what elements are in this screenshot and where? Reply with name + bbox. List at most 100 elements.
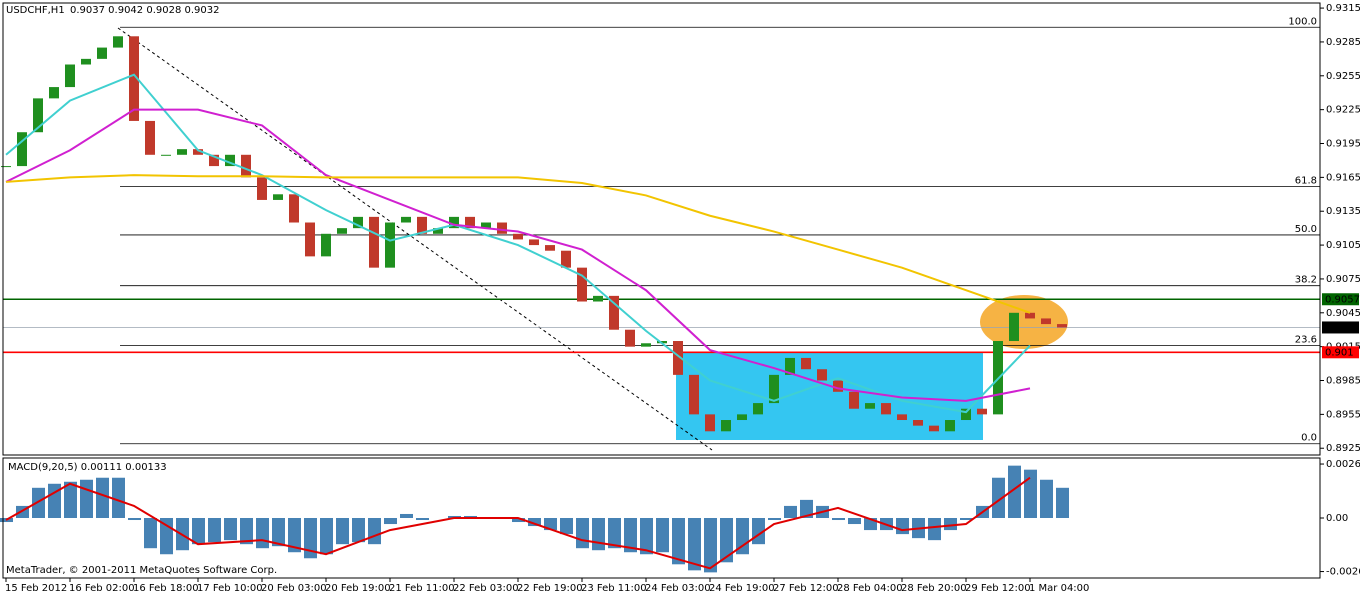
histogram-bar <box>128 518 141 521</box>
y-tick-label: 0.9195 <box>1326 139 1360 150</box>
y-tick-label: 0.9315 <box>1326 3 1360 14</box>
histogram-bar <box>944 518 957 531</box>
footer: MetaTrader, © 2001-2011 MetaQuotes Softw… <box>6 565 277 576</box>
price-tag <box>1322 321 1359 334</box>
histogram-bar <box>688 518 701 571</box>
candle <box>145 120 155 155</box>
candle <box>177 149 187 155</box>
candle <box>465 216 475 229</box>
histogram-bar <box>1024 469 1037 518</box>
candle <box>385 222 395 268</box>
histogram-bar <box>384 518 397 525</box>
histogram-bar <box>672 518 685 565</box>
candle <box>129 36 139 121</box>
x-tick-label: 24 Feb 03:00 <box>645 583 711 594</box>
candle <box>625 329 635 347</box>
candle <box>369 216 379 268</box>
candle <box>49 87 59 99</box>
histogram-bar <box>960 518 973 521</box>
x-tick-label: 17 Feb 10:00 <box>197 583 263 594</box>
candle <box>769 374 779 404</box>
histogram-bar <box>336 518 349 545</box>
histogram-bar <box>704 518 717 573</box>
x-tick-label: 29 Feb 12:00 <box>965 583 1031 594</box>
y-tick-label: 0.9135 <box>1326 206 1360 217</box>
candle <box>161 154 171 156</box>
candle <box>1009 312 1019 342</box>
candle <box>417 216 427 234</box>
candle <box>289 194 299 223</box>
candle <box>497 222 507 234</box>
histogram-bar <box>560 518 573 535</box>
histogram-bar <box>80 479 93 518</box>
histogram-bar <box>144 518 157 549</box>
candle <box>753 403 763 415</box>
x-tick-label: 20 Feb 03:00 <box>261 583 327 594</box>
histogram-bar <box>288 518 301 553</box>
signal-line <box>5 476 1031 570</box>
x-tick-label: 1 Mar 04:00 <box>1029 583 1089 594</box>
histogram-bar <box>528 518 541 527</box>
histogram-bar <box>448 515 461 518</box>
x-tick-label: 16 Feb 02:00 <box>69 583 135 594</box>
candle <box>81 58 91 65</box>
candle <box>705 414 715 432</box>
histogram-bar <box>784 505 797 518</box>
candle <box>321 233 331 257</box>
trend-line <box>117 27 713 451</box>
histogram-bar <box>608 518 621 549</box>
candle <box>401 216 411 223</box>
histogram-bar <box>928 518 941 541</box>
y-tick-label: 0.9045 <box>1326 308 1360 319</box>
fib-label: 38.2 <box>1295 275 1317 286</box>
candle <box>97 47 107 59</box>
y-tick-label: 0.9165 <box>1326 172 1360 183</box>
histogram-bar <box>224 518 237 541</box>
candle <box>513 233 523 240</box>
y-tick-label: 0.8985 <box>1326 376 1360 387</box>
price-tag <box>1322 293 1359 306</box>
histogram-bar <box>304 518 317 559</box>
histogram-bar <box>96 477 109 518</box>
y-tick-label: 0.8925 <box>1326 443 1360 454</box>
histogram-bar <box>240 518 253 545</box>
histogram-bar <box>272 518 285 547</box>
histogram-bar <box>1040 479 1053 518</box>
candle <box>449 216 459 229</box>
x-tick-label: 21 Feb 11:00 <box>389 583 455 594</box>
candle <box>689 374 699 415</box>
price-panel <box>2 2 1321 456</box>
fib-label: 50.0 <box>1295 224 1317 235</box>
ohlc-text: 0.9037 0.9042 0.9028 0.9032 <box>70 5 220 16</box>
y-tick-label: 0.00268 <box>1326 459 1360 470</box>
histogram-bar <box>640 518 653 555</box>
histogram-bar <box>1056 487 1069 518</box>
candle <box>65 64 75 88</box>
histogram-bar <box>112 477 125 518</box>
candle <box>593 295 603 302</box>
plot-layer: 0.9315 0.9285 0.9255 0.9225 0.9195 0.9165 0.91… <box>0 3 1360 594</box>
fib-label: 23.6 <box>1295 335 1317 346</box>
candle <box>433 228 443 234</box>
candle <box>673 341 683 375</box>
candle <box>881 403 891 415</box>
price-tag-label: 0.9032 <box>1325 322 1360 333</box>
candle <box>273 194 283 200</box>
y-tick-label: 0.9105 <box>1326 240 1360 251</box>
y-tick-label: 0.8955 <box>1326 409 1360 420</box>
candle <box>1 166 11 168</box>
candle <box>1041 318 1051 325</box>
candle <box>257 177 267 200</box>
candle <box>961 408 971 421</box>
candle <box>529 239 539 246</box>
candle <box>641 343 651 347</box>
x-tick-label: 20 Feb 19:00 <box>325 583 391 594</box>
histogram-bar <box>992 477 1005 518</box>
candle <box>1057 324 1067 328</box>
candle <box>481 222 491 229</box>
x-tick-label: 28 Feb 04:00 <box>837 583 903 594</box>
histogram-bar <box>192 518 205 545</box>
candle <box>17 132 27 167</box>
candle <box>113 36 123 48</box>
